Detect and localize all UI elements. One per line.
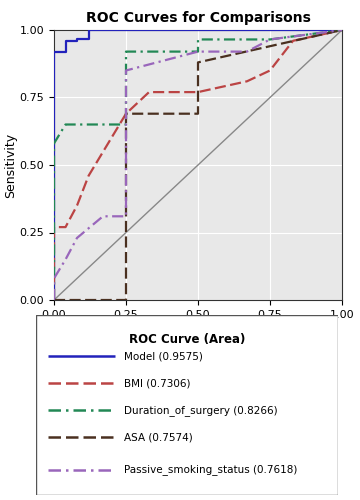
X-axis label: 1 - Specificity: 1 - Specificity	[156, 326, 240, 338]
Text: Passive_smoking_status (0.7618): Passive_smoking_status (0.7618)	[124, 464, 297, 475]
Text: ASA (0.7574): ASA (0.7574)	[124, 432, 193, 442]
FancyBboxPatch shape	[36, 315, 338, 495]
Title: ROC Curves for Comparisons: ROC Curves for Comparisons	[86, 10, 310, 24]
Text: ROC Curve (Area): ROC Curve (Area)	[129, 333, 246, 346]
Text: Duration_of_surgery (0.8266): Duration_of_surgery (0.8266)	[124, 405, 277, 416]
Y-axis label: Sensitivity: Sensitivity	[4, 132, 17, 198]
Text: BMI (0.7306): BMI (0.7306)	[124, 378, 190, 388]
Text: Model (0.9575): Model (0.9575)	[124, 352, 203, 362]
